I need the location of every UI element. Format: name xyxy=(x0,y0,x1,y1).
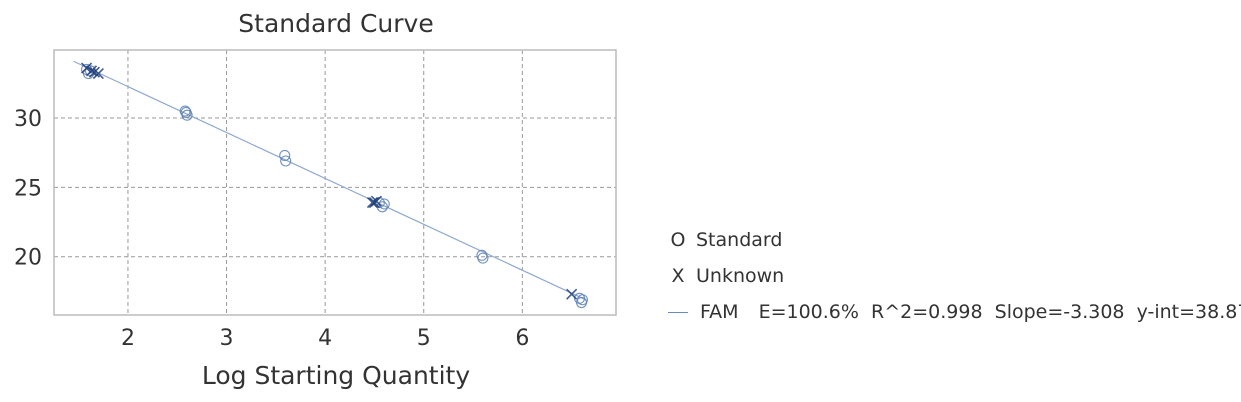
x-tick-label: 2 xyxy=(121,326,135,351)
y-tick-label: 25 xyxy=(14,176,42,201)
legend-line-fit-icon xyxy=(668,311,688,313)
unknown-point xyxy=(370,195,382,207)
plot-area: 2 3 4 5 6 20 25 30 xyxy=(14,49,617,351)
chart-title: Standard Curve xyxy=(238,9,433,38)
plot-frame xyxy=(53,49,617,316)
legend-label-standard: Standard xyxy=(696,229,783,251)
legend-marker-standard: O xyxy=(670,229,686,251)
standard-point xyxy=(280,155,292,167)
unknown-point xyxy=(80,62,93,74)
y-tick-label: 30 xyxy=(14,107,42,132)
legend-label-fit-stats: E=100.6% R^2=0.998 Slope=-3.308 y-int=38… xyxy=(758,301,1241,323)
legend-label-fit-name: FAM xyxy=(700,301,739,323)
x-tick-label: 5 xyxy=(417,326,431,351)
standard-point xyxy=(576,294,589,306)
fit-line xyxy=(73,60,587,301)
unknown-point xyxy=(88,66,100,78)
x-tick-label: 4 xyxy=(318,326,332,351)
legend-item-fit: FAM E=100.6% R^2=0.998 Slope=-3.308 y-in… xyxy=(660,294,1241,330)
legend-item-standard: O Standard xyxy=(660,222,1241,258)
legend: O Standard X Unknown FAM E=100.6% R^2=0.… xyxy=(660,222,1241,330)
x-tick-label: 6 xyxy=(515,326,529,351)
legend-marker-unknown: X xyxy=(671,265,685,287)
unknown-point xyxy=(566,288,578,300)
standard-point xyxy=(477,252,489,264)
unknown-point xyxy=(92,68,104,80)
x-tick-label: 3 xyxy=(220,326,234,351)
legend-label-unknown: Unknown xyxy=(696,265,785,287)
unknown-point xyxy=(366,197,379,209)
legend-item-unknown: X Unknown xyxy=(660,258,1241,294)
x-axis-label: Log Starting Quantity xyxy=(202,361,471,390)
standard-point xyxy=(180,106,192,118)
standard-point xyxy=(279,149,291,161)
y-tick-label: 20 xyxy=(14,246,42,271)
